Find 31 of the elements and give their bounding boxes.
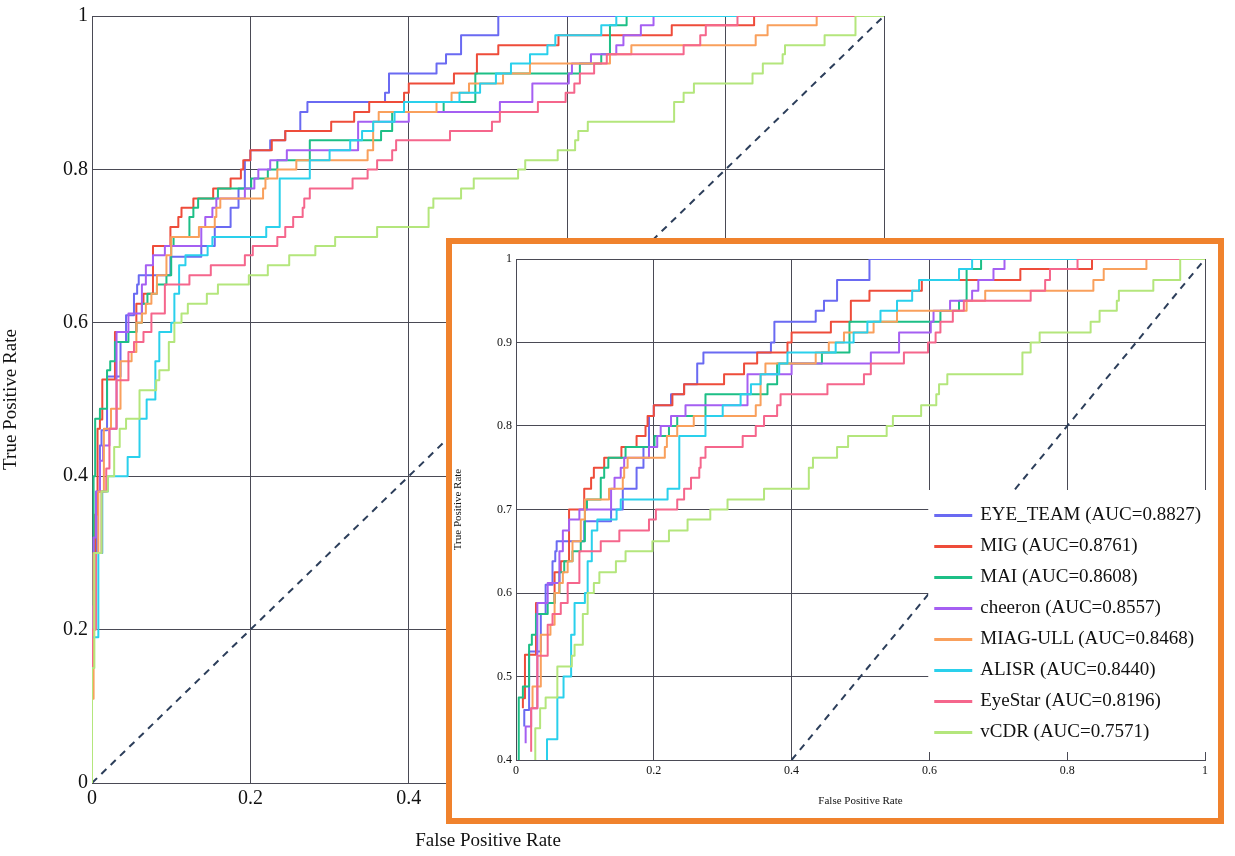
y-tick-label: 0.5 <box>497 668 512 683</box>
legend-label: vCDR (AUC=0.7571) <box>980 720 1150 743</box>
x-axis-title: False Positive Rate <box>415 828 561 850</box>
y-axis-title: True Positive Rate <box>0 329 21 470</box>
x-tick-label: 1 <box>1202 763 1208 778</box>
x-tick-label: 0.8 <box>1059 763 1075 778</box>
y-tick-label: 0.4 <box>63 463 88 486</box>
x-tick-label: 0.2 <box>646 763 662 778</box>
x-tick-label: 0.6 <box>921 763 937 778</box>
y-tick-label: 0.2 <box>63 616 88 639</box>
legend-label: EYE_TEAM (AUC=0.8827) <box>980 503 1201 526</box>
x-tick-label: 0.2 <box>237 786 263 809</box>
x-tick-label: 0.4 <box>396 786 422 809</box>
y-tick-label: 1 <box>78 3 88 26</box>
legend-label: EyeStar (AUC=0.8196) <box>980 689 1161 712</box>
y-tick-label: 1 <box>506 251 512 266</box>
x-tick-label: 0.4 <box>784 763 800 778</box>
legend-label: ALISR (AUC=0.8440) <box>980 658 1156 681</box>
legend-label: MIAG-ULL (AUC=0.8468) <box>980 627 1194 650</box>
y-tick-label: 0.7 <box>497 501 512 516</box>
legend-label: cheeron (AUC=0.8557) <box>980 596 1161 619</box>
legend-label: MAI (AUC=0.8608) <box>980 565 1138 588</box>
y-tick-label: 0.4 <box>497 752 512 767</box>
y-tick-label: 0.9 <box>497 334 512 349</box>
legend-label: MIG (AUC=0.8761) <box>980 534 1138 557</box>
y-tick-label: 0.6 <box>497 585 512 600</box>
y-tick-label: 0.8 <box>63 156 88 179</box>
y-axis-title: True Positive Rate <box>451 468 464 551</box>
y-tick-label: 0.8 <box>497 418 512 433</box>
y-tick-label: 0.6 <box>63 310 88 333</box>
x-axis-title: False Positive Rate <box>818 794 903 807</box>
